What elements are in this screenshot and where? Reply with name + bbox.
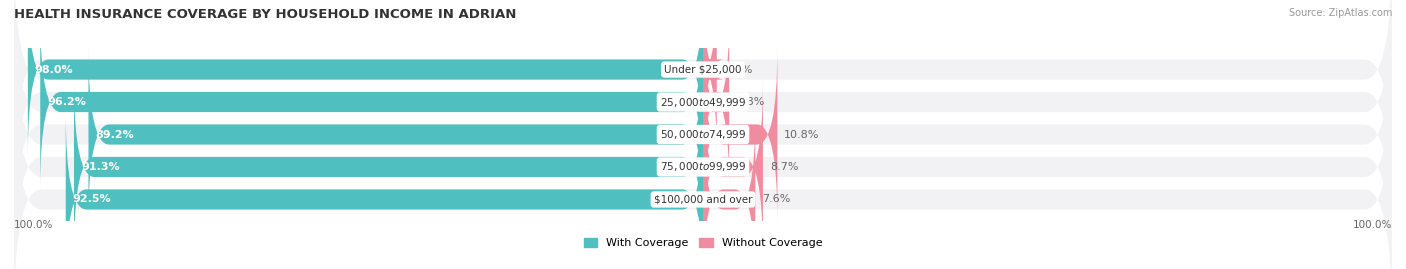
Text: 100.0%: 100.0%	[14, 220, 53, 230]
Text: $100,000 and over: $100,000 and over	[654, 194, 752, 204]
FancyBboxPatch shape	[14, 15, 1392, 254]
Text: $50,000 to $74,999: $50,000 to $74,999	[659, 128, 747, 141]
Text: 2.0%: 2.0%	[724, 65, 752, 75]
FancyBboxPatch shape	[75, 80, 703, 254]
FancyBboxPatch shape	[696, 0, 724, 157]
FancyBboxPatch shape	[66, 112, 703, 269]
Text: $25,000 to $49,999: $25,000 to $49,999	[659, 95, 747, 108]
Text: Source: ZipAtlas.com: Source: ZipAtlas.com	[1288, 8, 1392, 18]
FancyBboxPatch shape	[703, 47, 778, 222]
FancyBboxPatch shape	[28, 0, 703, 157]
FancyBboxPatch shape	[14, 47, 1392, 269]
FancyBboxPatch shape	[14, 0, 1392, 189]
Text: 3.8%: 3.8%	[737, 97, 765, 107]
FancyBboxPatch shape	[703, 80, 763, 254]
Text: 96.2%: 96.2%	[48, 97, 86, 107]
Text: $75,000 to $99,999: $75,000 to $99,999	[659, 161, 747, 174]
FancyBboxPatch shape	[703, 112, 755, 269]
Text: 92.5%: 92.5%	[73, 194, 111, 204]
FancyBboxPatch shape	[703, 15, 730, 189]
Text: HEALTH INSURANCE COVERAGE BY HOUSEHOLD INCOME IN ADRIAN: HEALTH INSURANCE COVERAGE BY HOUSEHOLD I…	[14, 8, 516, 21]
Text: 89.2%: 89.2%	[96, 129, 134, 140]
FancyBboxPatch shape	[89, 47, 703, 222]
Text: 7.6%: 7.6%	[762, 194, 790, 204]
FancyBboxPatch shape	[41, 15, 703, 189]
Text: 100.0%: 100.0%	[1353, 220, 1392, 230]
Text: Under $25,000: Under $25,000	[664, 65, 742, 75]
FancyBboxPatch shape	[14, 80, 1392, 269]
Text: 10.8%: 10.8%	[785, 129, 820, 140]
Text: 8.7%: 8.7%	[770, 162, 799, 172]
Text: 91.3%: 91.3%	[82, 162, 120, 172]
Text: 98.0%: 98.0%	[35, 65, 73, 75]
FancyBboxPatch shape	[14, 0, 1392, 222]
Legend: With Coverage, Without Coverage: With Coverage, Without Coverage	[579, 233, 827, 253]
